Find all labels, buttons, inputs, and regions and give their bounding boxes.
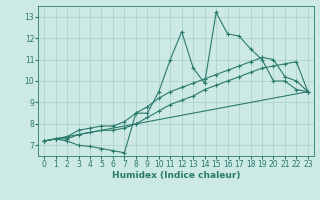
X-axis label: Humidex (Indice chaleur): Humidex (Indice chaleur): [112, 171, 240, 180]
